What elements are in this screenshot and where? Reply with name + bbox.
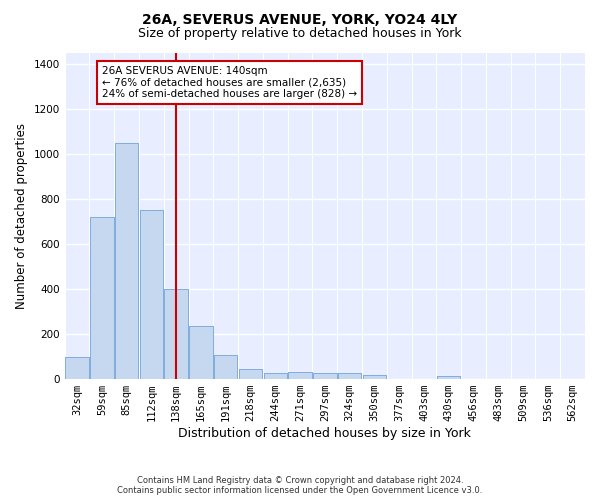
Bar	[313, 374, 337, 379]
Bar	[189, 326, 213, 379]
Bar	[115, 142, 139, 379]
Bar	[214, 356, 238, 379]
Bar	[288, 372, 312, 379]
Bar	[65, 356, 89, 379]
Bar	[140, 210, 163, 379]
Y-axis label: Number of detached properties: Number of detached properties	[15, 123, 28, 309]
Bar	[164, 289, 188, 379]
Text: 26A SEVERUS AVENUE: 140sqm
← 76% of detached houses are smaller (2,635)
24% of s: 26A SEVERUS AVENUE: 140sqm ← 76% of deta…	[102, 66, 357, 99]
Bar	[115, 142, 139, 379]
Text: Size of property relative to detached houses in York: Size of property relative to detached ho…	[138, 28, 462, 40]
Bar	[437, 376, 460, 379]
Bar	[313, 374, 337, 379]
Bar	[239, 369, 262, 379]
Bar	[214, 356, 238, 379]
Bar	[362, 374, 386, 379]
Bar	[437, 376, 460, 379]
Bar	[90, 217, 113, 379]
Bar	[90, 217, 113, 379]
Bar	[239, 369, 262, 379]
Bar	[263, 374, 287, 379]
Bar	[362, 374, 386, 379]
Text: Contains HM Land Registry data © Crown copyright and database right 2024.
Contai: Contains HM Land Registry data © Crown c…	[118, 476, 482, 495]
Bar	[263, 374, 287, 379]
Bar	[338, 374, 361, 379]
Text: 26A, SEVERUS AVENUE, YORK, YO24 4LY: 26A, SEVERUS AVENUE, YORK, YO24 4LY	[142, 12, 458, 26]
Bar	[288, 372, 312, 379]
Bar	[338, 374, 361, 379]
Bar	[164, 289, 188, 379]
Bar	[189, 326, 213, 379]
Bar	[140, 210, 163, 379]
X-axis label: Distribution of detached houses by size in York: Distribution of detached houses by size …	[178, 427, 471, 440]
Bar	[65, 356, 89, 379]
